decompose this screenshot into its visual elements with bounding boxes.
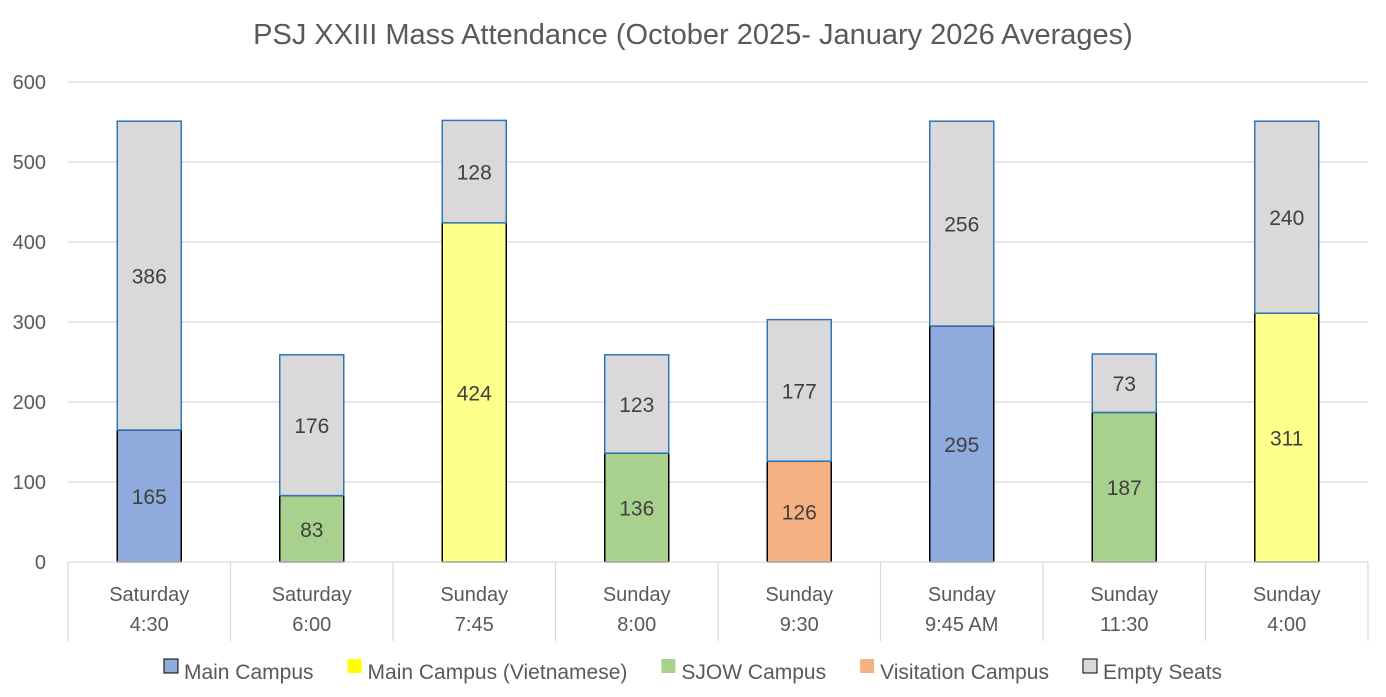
x-tick-label: Saturday: [109, 584, 189, 606]
bar-main-campus: [929, 325, 995, 563]
legend-label: Main Campus: [184, 661, 314, 684]
y-tick-label: 600: [13, 72, 46, 94]
data-label: 295: [944, 434, 979, 457]
x-tick-label: 7:45: [455, 614, 494, 636]
data-label: 187: [1107, 477, 1142, 500]
legend-swatch: [860, 659, 875, 673]
x-tick-label: Saturday: [272, 584, 352, 606]
data-label: 240: [1269, 207, 1304, 230]
legend-swatch: [347, 659, 362, 673]
y-tick-label: 200: [13, 392, 46, 414]
y-tick-label: 300: [13, 312, 46, 334]
x-tick-label: 11:30: [1100, 614, 1149, 636]
bar-empty-seats: [766, 318, 832, 462]
data-label: 126: [782, 502, 817, 525]
legend-label: Visitation Campus: [880, 661, 1049, 684]
y-tick-label: 500: [13, 152, 46, 174]
y-tick-label: 400: [13, 232, 46, 254]
y-tick-label: 100: [13, 472, 46, 494]
data-label: 128: [457, 162, 492, 185]
x-tick-label: Sunday: [928, 584, 996, 606]
legend-item: SJOW Campus: [661, 659, 826, 684]
legend-label: Main Campus (Vietnamese): [368, 661, 628, 684]
legend-label: Empty Seats: [1103, 661, 1222, 684]
bars: 165 386 83 176 424 128 136 123 126 177 295 256 187 73…: [116, 119, 1320, 563]
data-label: 177: [782, 380, 817, 403]
data-label: 176: [294, 415, 329, 438]
x-axis: Saturday 4:30 Saturday 6:00 Sunday 7:45 Sunday…: [67, 561, 1369, 641]
bar-empty-seats: [1254, 120, 1320, 314]
data-label: 424: [457, 382, 492, 405]
x-tick-label: 9:30: [780, 614, 819, 636]
data-label: 165: [132, 486, 167, 509]
bar-empty-seats: [116, 120, 182, 431]
bar-main-campus-vietnamese: [1254, 312, 1320, 563]
bar-sjow-campus: [279, 494, 345, 563]
bar-empty-seats: [604, 354, 670, 454]
data-label: 83: [300, 519, 323, 542]
gridlines: [68, 81, 1368, 483]
legend-item: Main Campus (Vietnamese): [347, 659, 628, 684]
x-tick-label: Sunday: [603, 584, 671, 606]
x-tick-label: 8:00: [617, 614, 656, 636]
legend-label: SJOW Campus: [681, 661, 826, 684]
bar-empty-seats: [441, 119, 507, 224]
bar-empty-seats: [1091, 353, 1157, 414]
data-label: 136: [619, 498, 654, 521]
legend-swatch: [163, 658, 179, 674]
bar-empty-seats: [279, 354, 345, 497]
x-tick-label: 9:45 AM: [925, 614, 998, 636]
y-axis: 0 100 200 300 400 500 600: [13, 72, 46, 574]
legend-swatch: [661, 659, 676, 673]
legend-item: Empty Seats: [1082, 658, 1222, 684]
x-tick-label: 4:30: [130, 614, 169, 636]
bar-sjow-campus: [1091, 411, 1157, 563]
y-tick-label: 0: [35, 552, 46, 574]
x-tick-label: 4:00: [1267, 614, 1306, 636]
data-label: 386: [132, 266, 167, 289]
chart-title: PSJ XXIII Mass Attendance (October 2025-…: [253, 19, 1133, 51]
x-tick-label: Sunday: [1253, 584, 1321, 606]
bar-main-campus-vietnamese: [441, 222, 507, 563]
bar-sjow-campus: [604, 452, 670, 563]
legend: Main Campus Main Campus (Vietnamese) SJOW …: [163, 658, 1222, 684]
data-label: 311: [1270, 428, 1303, 451]
legend-item: Visitation Campus: [860, 659, 1049, 684]
x-tick-label: Sunday: [440, 584, 508, 606]
x-tick-label: 6:00: [292, 614, 331, 636]
x-tick-label: Sunday: [765, 584, 833, 606]
bar-empty-seats: [929, 120, 995, 327]
x-tick-label: Sunday: [1090, 584, 1158, 606]
data-label: 123: [619, 394, 654, 417]
data-label: 73: [1113, 373, 1136, 396]
legend-item: Main Campus: [163, 658, 314, 684]
data-label: 256: [944, 214, 979, 237]
legend-swatch: [1082, 658, 1098, 674]
